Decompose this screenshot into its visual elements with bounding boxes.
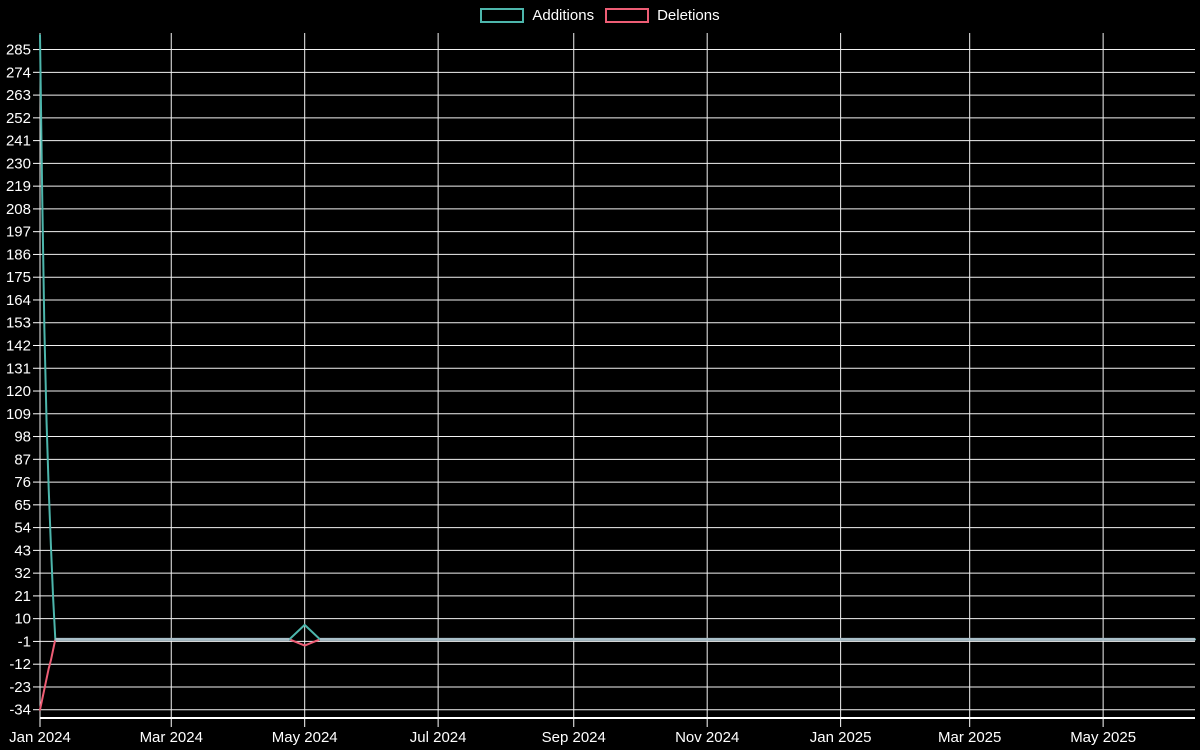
svg-text:Mar 2024: Mar 2024: [140, 729, 203, 746]
svg-text:164: 164: [6, 292, 31, 309]
svg-text:-23: -23: [9, 679, 31, 696]
svg-text:10: 10: [14, 611, 31, 628]
legend-item-additions: Additions: [480, 7, 594, 24]
h-gridlines: [40, 49, 1195, 711]
svg-text:208: 208: [6, 201, 31, 218]
deletions-swatch: [605, 8, 650, 23]
svg-text:153: 153: [6, 315, 31, 332]
additions-line: [39, 34, 1196, 641]
svg-text:263: 263: [6, 87, 31, 104]
svg-text:54: 54: [14, 520, 31, 537]
deletions-label: Deletions: [657, 7, 720, 24]
svg-text:-12: -12: [9, 656, 31, 673]
svg-text:186: 186: [6, 246, 31, 263]
svg-text:Nov 2024: Nov 2024: [675, 729, 739, 746]
additions-swatch: [480, 8, 525, 23]
legend-item-deletions: Deletions: [605, 7, 720, 24]
svg-text:252: 252: [6, 110, 31, 127]
y-tick-labels: 285 274 263 252 241 230 219 208 197 186 175 164 153 1…: [6, 42, 31, 719]
svg-text:274: 274: [6, 64, 31, 81]
svg-text:285: 285: [6, 42, 31, 59]
svg-text:219: 219: [6, 178, 31, 195]
svg-text:175: 175: [6, 269, 31, 286]
svg-text:-34: -34: [9, 702, 31, 719]
svg-text:21: 21: [14, 588, 31, 605]
x-tick-marks: [39, 718, 1104, 727]
svg-text:241: 241: [6, 133, 31, 150]
svg-text:-1: -1: [18, 633, 31, 650]
svg-text:142: 142: [6, 337, 31, 354]
svg-text:Jan 2024: Jan 2024: [9, 729, 71, 746]
svg-text:131: 131: [6, 360, 31, 377]
svg-text:87: 87: [14, 451, 31, 468]
svg-text:32: 32: [14, 565, 31, 582]
svg-text:230: 230: [6, 155, 31, 172]
svg-text:197: 197: [6, 224, 31, 241]
y-tick-marks: [33, 49, 40, 711]
svg-text:Jan 2025: Jan 2025: [810, 729, 872, 746]
svg-text:109: 109: [6, 406, 31, 423]
additions-label: Additions: [532, 7, 595, 24]
svg-text:98: 98: [14, 429, 31, 446]
svg-text:43: 43: [14, 542, 31, 559]
deletions-line: [39, 638, 1196, 711]
legend: Additions Deletions: [0, 7, 1200, 24]
svg-text:Sep 2024: Sep 2024: [542, 729, 606, 746]
x-tick-labels: Jan 2024 Mar 2024 May 2024 Jul 2024 Sep 2024…: [9, 729, 1136, 746]
svg-text:Jul 2024: Jul 2024: [410, 729, 467, 746]
svg-text:120: 120: [6, 383, 31, 400]
svg-text:May 2025: May 2025: [1070, 729, 1136, 746]
svg-text:Mar 2025: Mar 2025: [938, 729, 1001, 746]
v-gridlines: [39, 33, 1104, 718]
svg-text:65: 65: [14, 497, 31, 514]
svg-text:76: 76: [14, 474, 31, 491]
svg-text:May 2024: May 2024: [272, 729, 338, 746]
